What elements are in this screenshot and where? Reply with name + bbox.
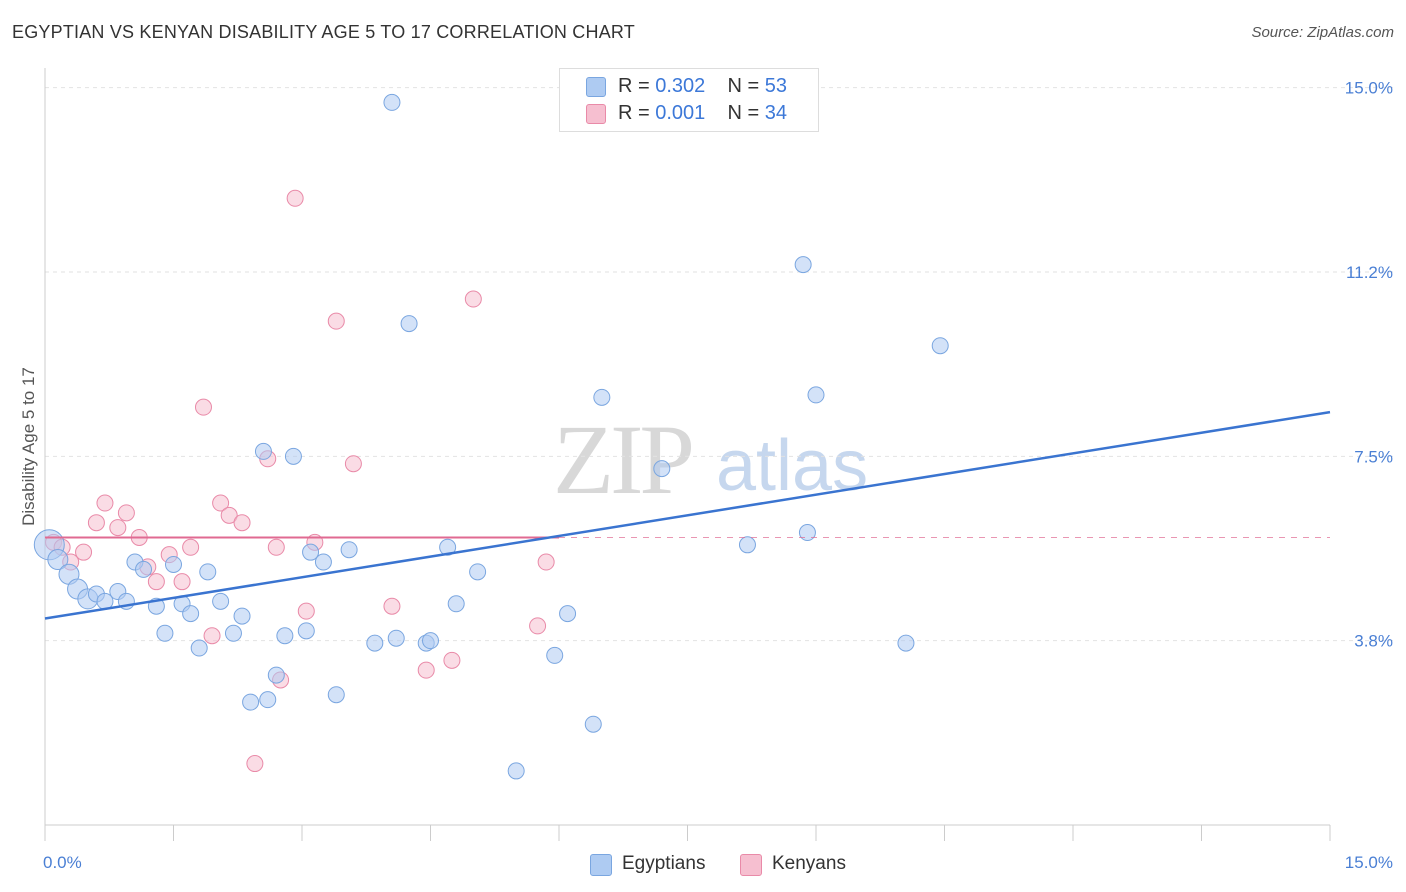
kenyans-point (203, 627, 221, 645)
kenyans-point (286, 189, 304, 207)
egyptians-point (276, 627, 294, 645)
y-tick-label: 11.2% (1346, 263, 1393, 282)
egyptians-point (422, 632, 439, 650)
kenyans-label: Kenyans (772, 853, 846, 874)
kenyans-point (96, 494, 114, 512)
egyptians-point (233, 607, 251, 625)
egyptians-label: Egyptians (622, 853, 706, 874)
legend-swatch-egyptians (586, 77, 606, 97)
egyptians-point (182, 605, 200, 623)
egyptians-point (199, 563, 217, 581)
egyptians-point (156, 624, 174, 642)
egyptians-point (387, 629, 405, 647)
kenyans-point (147, 573, 165, 591)
egyptians-point (738, 536, 756, 554)
kenyans-point (443, 651, 461, 669)
legend-r-value: 0.302 (655, 75, 706, 97)
legend-r-label: R = (618, 75, 656, 97)
egyptians-trendline (44, 410, 1331, 620)
kenyans-point (75, 543, 93, 561)
kenyans-point (383, 597, 401, 615)
kenyans-point (297, 602, 315, 620)
y-axis-label: Disability Age 5 to 17 (19, 367, 38, 526)
egyptians-swatch (590, 854, 612, 876)
kenyans-point (417, 661, 435, 679)
watermark-zip: ZIP (553, 404, 695, 515)
egyptians-point (807, 386, 825, 404)
egyptians-point (224, 624, 242, 642)
kenyans-point (182, 538, 200, 556)
egyptians-point (284, 447, 302, 465)
chart-title: EGYPTIAN VS KENYAN DISABILITY AGE 5 TO 1… (12, 22, 635, 42)
kenyans-swatch (740, 854, 762, 876)
egyptians-point (897, 634, 915, 652)
egyptians-point (327, 686, 345, 704)
egyptians-point (447, 595, 465, 613)
y-tick-label: 15.0% (1345, 79, 1393, 98)
kenyans-point (246, 755, 264, 773)
egyptians-point (798, 524, 816, 542)
egyptians-point (47, 549, 69, 571)
egyptians-point (297, 622, 315, 640)
kenyans-point (109, 519, 127, 537)
egyptians-point (400, 315, 418, 333)
kenyans-point (233, 514, 251, 532)
egyptians-point (259, 691, 277, 709)
egyptians-point (267, 666, 285, 684)
kenyans-point (212, 494, 230, 512)
kenyans-point (194, 398, 212, 416)
egyptians-point (653, 460, 671, 478)
egyptians-point (340, 541, 358, 559)
egyptians-point (469, 563, 487, 581)
egyptians-point (931, 337, 949, 355)
legend-r-label: R = (618, 102, 656, 124)
kenyans-point (327, 312, 345, 330)
egyptians-point (593, 388, 611, 406)
egyptians-point (559, 605, 577, 623)
egyptians-point (546, 646, 564, 664)
egyptians-point (584, 715, 602, 733)
watermark-atlas: atlas (716, 426, 869, 506)
egyptians-point (439, 538, 457, 556)
egyptians-point (383, 93, 401, 111)
kenyans-point (537, 553, 555, 571)
x-tick-label: 15.0% (1345, 853, 1393, 872)
legend-n-label: N = (727, 75, 765, 97)
egyptians-point (254, 442, 272, 460)
egyptians-point (366, 634, 384, 652)
kenyans-point (267, 538, 285, 556)
egyptians-point (242, 693, 260, 711)
kenyans-point (173, 573, 191, 591)
egyptians-point (794, 256, 812, 274)
egyptians-point (190, 639, 208, 657)
kenyans-point (117, 504, 135, 522)
egyptians-point (314, 553, 332, 571)
kenyans-point (464, 290, 482, 308)
legend-n-value: 34 (764, 102, 788, 124)
legend-n-value: 53 (764, 75, 788, 97)
stats-legend: R = 0.302 N = 53 R = 0.001 N = 34 (559, 68, 819, 132)
y-tick-label: 3.8% (1354, 632, 1393, 651)
chart-source: Source: ZipAtlas.com (1251, 24, 1394, 41)
kenyans-point (87, 514, 105, 532)
egyptians-point (135, 560, 153, 578)
y-tick-label: 7.5% (1354, 447, 1393, 466)
egyptians-point (302, 543, 320, 561)
x-tick-label: 0.0% (43, 853, 82, 872)
egyptians-point (507, 762, 525, 780)
legend-n-label: N = (727, 102, 765, 124)
kenyans-point (344, 455, 362, 473)
kenyans-point (529, 617, 547, 635)
egyptians-point (212, 592, 230, 610)
egyptians-point (165, 555, 182, 573)
legend-r-value: 0.001 (655, 102, 706, 124)
legend-swatch-kenyans (586, 104, 606, 124)
kenyans-point (220, 506, 238, 524)
